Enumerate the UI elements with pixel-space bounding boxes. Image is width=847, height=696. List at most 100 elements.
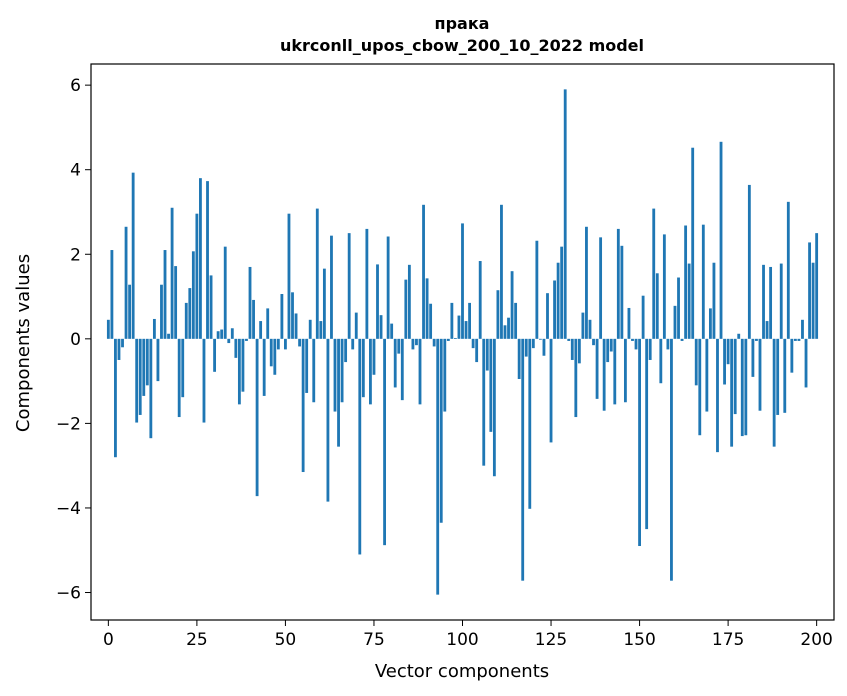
bar	[361, 338, 365, 398]
bar	[305, 338, 309, 393]
bar	[181, 338, 185, 398]
bar	[308, 319, 312, 339]
bar	[376, 264, 379, 339]
bar	[298, 338, 302, 347]
bar	[333, 338, 337, 412]
bar	[808, 242, 811, 339]
bar	[245, 338, 248, 341]
plot-frame	[90, 63, 835, 621]
bar	[662, 234, 666, 339]
bar	[344, 338, 348, 363]
bar	[315, 208, 319, 339]
bar	[330, 235, 333, 339]
chart-title-line1: прака	[435, 14, 490, 33]
bar	[206, 181, 209, 339]
bar	[762, 264, 765, 339]
y-tick-label: −6	[56, 584, 81, 604]
bar	[322, 268, 326, 339]
bar	[259, 321, 263, 339]
x-tick-label: 100	[446, 630, 478, 650]
y-tick-label: 0	[70, 330, 81, 350]
bar	[716, 338, 719, 453]
bar	[312, 338, 316, 403]
bar	[216, 331, 220, 339]
bar	[631, 338, 634, 341]
bar	[393, 338, 397, 388]
bar	[595, 338, 599, 399]
bar	[241, 338, 245, 392]
bar	[478, 261, 482, 339]
bar	[811, 262, 815, 339]
bar	[191, 251, 195, 339]
bar	[670, 338, 673, 581]
bar	[461, 223, 464, 339]
bar	[199, 178, 202, 339]
x-tick-label: 25	[186, 630, 208, 650]
bar	[531, 338, 535, 349]
bar	[337, 338, 340, 447]
bar	[542, 338, 546, 356]
bar	[539, 338, 542, 340]
x-tick-label: 0	[103, 630, 114, 650]
bar	[188, 288, 192, 339]
bar	[128, 284, 132, 339]
bar	[269, 338, 273, 367]
bar	[262, 338, 266, 396]
bar	[138, 338, 142, 415]
y-tick-label: 4	[70, 161, 81, 181]
x-axis-label: Vector components	[375, 661, 549, 682]
bar	[248, 266, 252, 339]
bar	[202, 338, 206, 423]
bar	[783, 338, 787, 413]
bar	[252, 299, 255, 339]
bar	[755, 338, 758, 341]
bar	[535, 240, 539, 339]
bar	[386, 236, 390, 339]
bar	[145, 338, 149, 386]
bar	[230, 328, 234, 339]
bar	[606, 338, 610, 363]
bar	[801, 319, 804, 339]
bar	[570, 338, 574, 360]
x-tick-label: 200	[800, 630, 832, 650]
bar	[227, 338, 231, 344]
bar	[167, 333, 170, 339]
bar	[397, 338, 401, 354]
bar	[730, 338, 734, 447]
bar	[284, 338, 287, 350]
bar	[563, 89, 567, 339]
bar	[415, 338, 418, 346]
bar	[124, 226, 128, 339]
bar	[482, 338, 486, 466]
bar	[177, 338, 181, 418]
bar	[152, 318, 156, 339]
bar	[521, 338, 525, 581]
bar	[492, 338, 496, 477]
bar	[446, 338, 450, 341]
bar	[347, 233, 351, 339]
y-axis-ticks: −6 −4 −2 0 2 4 6	[56, 76, 91, 604]
bar	[779, 263, 783, 339]
bar	[106, 319, 110, 339]
bar	[365, 228, 369, 339]
bar	[638, 338, 641, 547]
bar	[815, 233, 819, 339]
bar	[471, 338, 475, 349]
bar	[121, 338, 124, 348]
bar	[613, 338, 617, 405]
bar	[294, 313, 298, 339]
bar	[620, 245, 624, 339]
bar	[503, 325, 507, 339]
bar	[287, 213, 291, 339]
bar	[655, 273, 659, 339]
bar	[528, 338, 532, 509]
bar	[184, 302, 188, 339]
bar	[592, 338, 595, 346]
bar	[641, 295, 645, 339]
bar	[266, 308, 270, 339]
bar	[110, 250, 114, 339]
bar	[319, 321, 323, 339]
bar	[549, 338, 553, 443]
